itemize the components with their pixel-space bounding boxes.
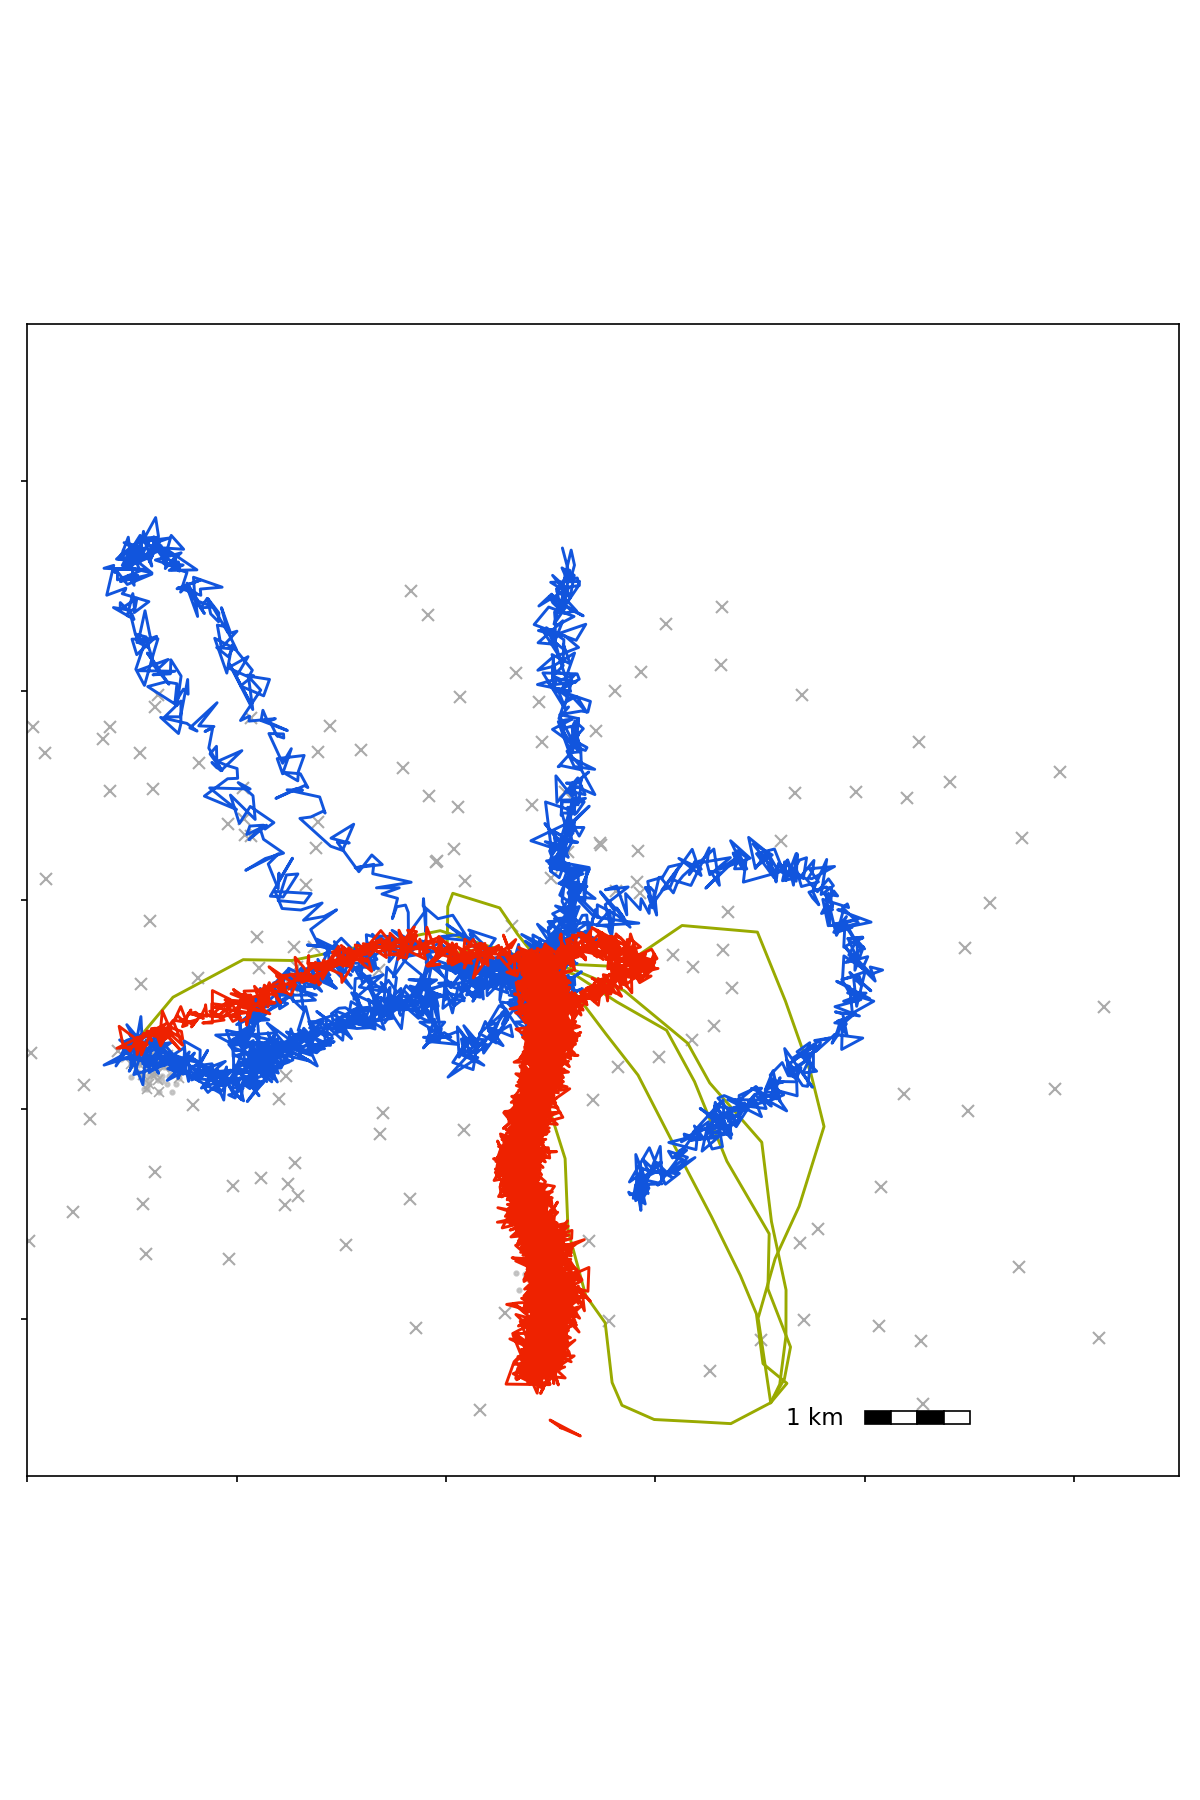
Point <box>140 1042 160 1071</box>
Point <box>162 1078 181 1107</box>
Point <box>164 1055 184 1084</box>
Point <box>533 1255 552 1283</box>
Point <box>140 1039 160 1067</box>
Point <box>130 1037 149 1066</box>
Point <box>152 1051 172 1080</box>
Point <box>145 1051 164 1080</box>
Point <box>143 1055 162 1084</box>
Point <box>137 1075 156 1103</box>
Point <box>148 1046 167 1075</box>
Point <box>146 1048 166 1076</box>
Point <box>529 1246 548 1274</box>
Point <box>149 1039 168 1067</box>
Point <box>149 1076 168 1105</box>
Point <box>158 1040 178 1069</box>
Point <box>528 1265 547 1294</box>
Point <box>150 1051 169 1080</box>
Point <box>536 1247 556 1276</box>
Point <box>139 1060 158 1089</box>
Point <box>536 1271 556 1300</box>
Bar <box>892 1411 917 1424</box>
Point <box>532 1238 551 1267</box>
Point <box>506 1258 526 1287</box>
Point <box>133 1060 152 1089</box>
Point <box>139 1069 158 1098</box>
Point <box>152 1062 172 1091</box>
Point <box>149 1044 168 1073</box>
Point <box>532 1251 551 1280</box>
Point <box>523 1265 542 1294</box>
Point <box>154 1042 173 1071</box>
Point <box>139 1064 158 1093</box>
Point <box>528 1247 547 1276</box>
Point <box>539 1231 558 1260</box>
Point <box>128 1058 148 1087</box>
Point <box>121 1049 140 1078</box>
Point <box>517 1240 536 1269</box>
Point <box>137 1067 156 1096</box>
Point <box>154 1048 173 1076</box>
Point <box>124 1049 143 1078</box>
Point <box>142 1039 161 1067</box>
Point <box>144 1055 163 1084</box>
Text: 1 km: 1 km <box>786 1408 844 1429</box>
Point <box>143 1048 162 1076</box>
Point <box>539 1255 558 1283</box>
Point <box>134 1075 154 1103</box>
Point <box>146 1051 166 1080</box>
Point <box>149 1049 168 1078</box>
Point <box>145 1044 164 1073</box>
Point <box>158 1053 178 1082</box>
Point <box>510 1274 529 1303</box>
Bar <box>917 1411 943 1424</box>
Point <box>529 1256 548 1285</box>
Point <box>539 1260 558 1289</box>
Point <box>152 1066 172 1094</box>
Point <box>148 1066 167 1094</box>
Point <box>533 1242 552 1271</box>
Point <box>166 1069 185 1098</box>
Point <box>144 1048 163 1076</box>
Point <box>128 1049 148 1078</box>
Point <box>110 1044 130 1073</box>
Point <box>139 1030 158 1058</box>
Point <box>155 1053 174 1082</box>
Point <box>162 1058 181 1087</box>
Point <box>533 1260 552 1289</box>
Point <box>121 1062 140 1091</box>
Point <box>169 1064 188 1093</box>
Point <box>527 1269 546 1298</box>
Point <box>539 1262 558 1291</box>
Point <box>156 1037 175 1066</box>
Point <box>148 1055 167 1084</box>
Bar <box>943 1411 970 1424</box>
Point <box>166 1044 185 1073</box>
Bar <box>865 1411 892 1424</box>
Point <box>163 1053 182 1082</box>
Point <box>158 1069 178 1098</box>
Point <box>130 1049 149 1078</box>
Point <box>538 1235 557 1264</box>
Point <box>130 1037 149 1066</box>
Point <box>124 1049 143 1078</box>
Point <box>146 1060 166 1089</box>
Point <box>515 1260 534 1289</box>
Point <box>523 1264 542 1292</box>
Point <box>138 1051 157 1080</box>
Point <box>535 1253 554 1282</box>
Point <box>164 1044 184 1073</box>
Point <box>526 1235 545 1264</box>
Point <box>142 1060 161 1089</box>
Point <box>140 1049 160 1078</box>
Point <box>160 1062 179 1091</box>
